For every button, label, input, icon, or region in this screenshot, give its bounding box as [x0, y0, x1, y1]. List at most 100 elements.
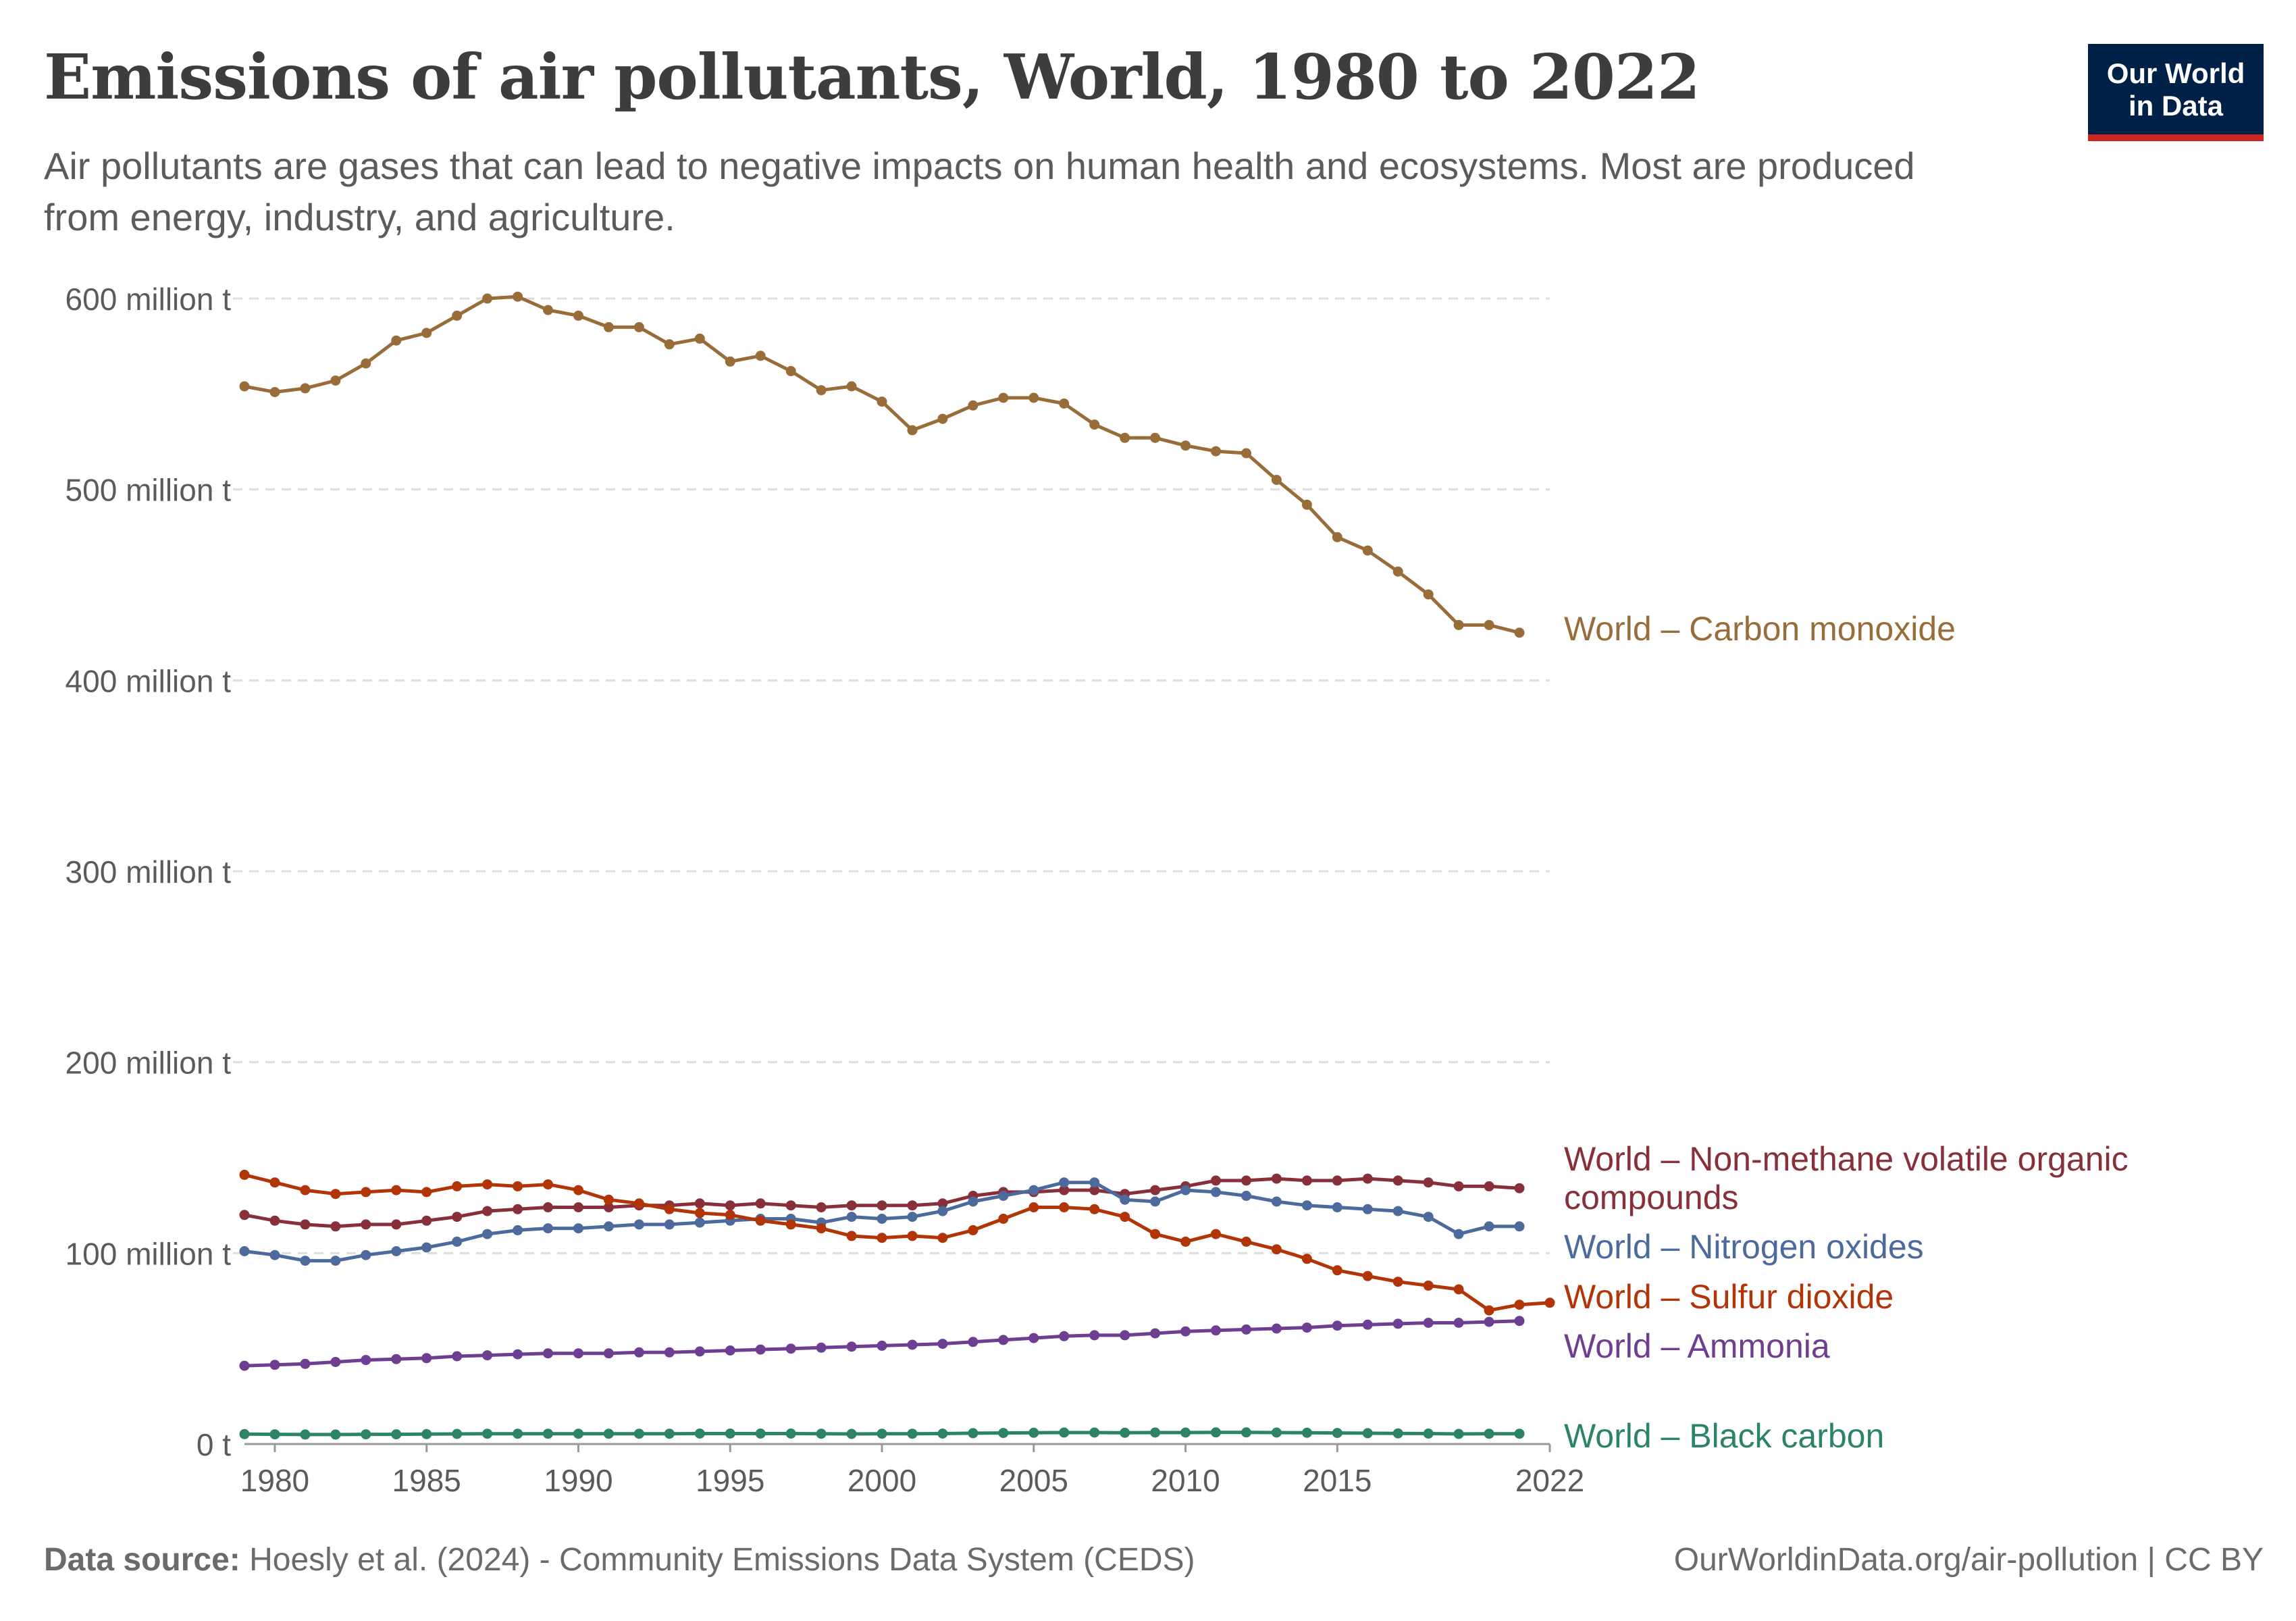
data-point [694, 1208, 705, 1218]
data-point [633, 1347, 644, 1358]
data-point [452, 310, 463, 321]
data-point [877, 1429, 887, 1439]
data-point [1211, 446, 1221, 457]
series-group: World – Nitrogen oxides [239, 1177, 1924, 1266]
data-point [1059, 1185, 1070, 1195]
data-point [846, 1212, 857, 1223]
data-point [1089, 1204, 1100, 1214]
data-point [1028, 392, 1039, 403]
data-point [573, 1185, 583, 1195]
data-point [816, 1202, 827, 1212]
data-point [543, 1202, 553, 1212]
data-point [1453, 1284, 1464, 1295]
credit-link[interactable]: OurWorldinData.org/air-pollution | CC BY [1673, 1542, 2264, 1578]
data-point [1362, 1173, 1373, 1184]
data-point [664, 1219, 675, 1230]
data-point [907, 1212, 918, 1223]
data-point [907, 1231, 918, 1241]
data-point [603, 321, 614, 332]
data-point [1453, 1429, 1464, 1439]
data-point [755, 351, 766, 361]
data-point [330, 1221, 341, 1232]
data-point [877, 1340, 887, 1351]
data-point [1484, 1181, 1494, 1191]
data-point [1301, 1427, 1312, 1438]
data-point [937, 1233, 948, 1243]
data-point [482, 1179, 493, 1190]
series-label: World – Non-methane volatile organic [1564, 1140, 2129, 1178]
data-point [1150, 1427, 1161, 1438]
data-point [391, 1246, 402, 1256]
data-point [1332, 1428, 1342, 1439]
data-point [1120, 1212, 1130, 1223]
data-point [300, 383, 311, 394]
data-point [998, 1428, 1009, 1439]
data-point [1150, 1185, 1161, 1195]
data-point [1241, 1175, 1251, 1186]
data-point [482, 1350, 493, 1361]
data-point [1211, 1325, 1221, 1336]
data-point [1150, 1328, 1161, 1339]
data-point [1514, 1183, 1525, 1193]
x-tick-label: 2022 [1515, 1463, 1584, 1498]
data-point [1089, 1427, 1100, 1438]
logo-line-2: in Data [2128, 90, 2224, 122]
data-point [694, 1198, 705, 1209]
data-point [1059, 1427, 1070, 1438]
data-point [361, 1429, 371, 1440]
data-point [1241, 1191, 1251, 1201]
data-point [1120, 1330, 1130, 1341]
chart-subtitle: Air pollutants are gases that can lead t… [44, 145, 1915, 238]
data-point [513, 1181, 523, 1191]
series-group: World – Black carbon [239, 1417, 1884, 1455]
data-point [1362, 1428, 1373, 1439]
data-point [816, 1429, 827, 1439]
data-point [603, 1429, 614, 1439]
data-point [785, 1200, 796, 1211]
data-point [1453, 619, 1464, 630]
data-point [755, 1215, 766, 1226]
data-point [1089, 1330, 1100, 1341]
data-point [877, 1233, 887, 1243]
data-point [1089, 1185, 1100, 1195]
data-point [846, 381, 857, 392]
data-point [694, 333, 705, 344]
data-point [846, 1341, 857, 1352]
data-point [573, 1348, 583, 1359]
data-point [330, 1357, 341, 1367]
data-point [1362, 545, 1373, 556]
data-point [1514, 1221, 1525, 1232]
data-point [1332, 1175, 1342, 1186]
data-point [1453, 1181, 1464, 1191]
data-point [1453, 1318, 1464, 1328]
data-point [968, 1428, 979, 1439]
data-source-text[interactable]: Hoesly et al. (2024) - Community Emissio… [249, 1542, 1195, 1578]
data-point [1392, 1175, 1403, 1186]
data-point [452, 1429, 463, 1439]
data-point [482, 1206, 493, 1216]
data-point [725, 1345, 735, 1356]
y-tick-label: 500 million t [66, 473, 232, 508]
owid-logo[interactable]: Our World in Data [2088, 44, 2264, 141]
chart-title: Emissions of air pollutants, World, 1980… [44, 41, 1700, 113]
data-point [421, 1187, 432, 1198]
data-point [543, 1179, 553, 1190]
data-point [1301, 1254, 1312, 1264]
data-point [330, 1429, 341, 1440]
data-point [1301, 1322, 1312, 1333]
data-point [1150, 1196, 1161, 1207]
data-point [239, 1429, 250, 1439]
data-point [543, 1223, 553, 1234]
data-point [1301, 1200, 1312, 1211]
data-point [937, 1429, 948, 1439]
series-label: World – Nitrogen oxides [1564, 1228, 1924, 1266]
data-point [694, 1429, 705, 1439]
data-point [269, 1215, 280, 1226]
data-point [1241, 1427, 1251, 1438]
data-source: Data source: Hoesly et al. (2024) - Comm… [44, 1541, 1195, 1578]
data-point [573, 310, 583, 321]
y-tick-label: 300 million t [66, 854, 232, 890]
data-point [664, 339, 675, 350]
data-point [239, 1360, 250, 1371]
